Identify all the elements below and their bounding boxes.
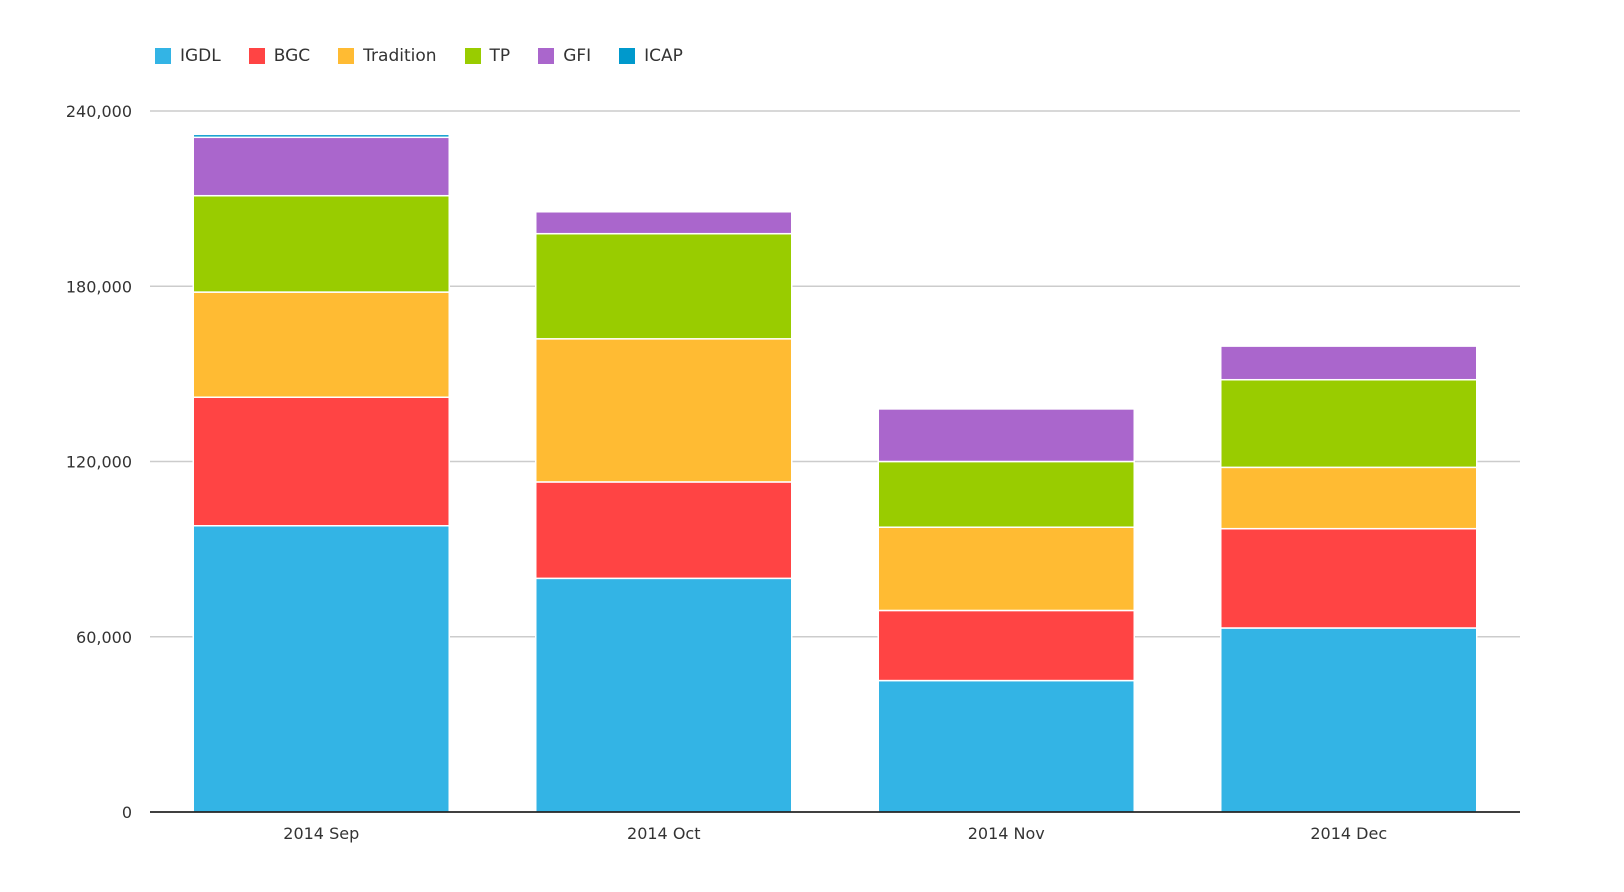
legend-swatch bbox=[464, 48, 481, 64]
y-tick-label: 240,000 bbox=[66, 102, 132, 121]
chart-legend: IGDL BGC Tradition TP GFI ICAP bbox=[155, 46, 711, 66]
legend-swatch bbox=[155, 48, 171, 64]
legend-item-gfi[interactable]: GFI bbox=[538, 46, 591, 66]
bar-segment-icap bbox=[192, 133, 450, 139]
x-tick-label: 2014 Oct bbox=[627, 824, 700, 843]
x-tick-label: 2014 Nov bbox=[968, 824, 1045, 843]
bar-segment-gfi bbox=[1220, 345, 1478, 381]
legend-label: ICAP bbox=[644, 46, 683, 66]
bar-segment-gfi bbox=[535, 211, 793, 235]
legend-item-tp[interactable]: TP bbox=[464, 46, 511, 66]
y-tick-label: 60,000 bbox=[76, 628, 132, 647]
bar-segment-bgc bbox=[877, 609, 1135, 682]
bar-segment-gfi bbox=[877, 408, 1135, 463]
legend-item-igdl[interactable]: IGDL bbox=[155, 46, 221, 66]
legend-label: BGC bbox=[273, 46, 311, 66]
legend-label: IGDL bbox=[180, 46, 221, 66]
bar-segment-bgc bbox=[535, 481, 793, 580]
legend-label: Tradition bbox=[363, 46, 437, 66]
bar-segment-tp bbox=[1220, 378, 1478, 469]
bar-segment-tradition bbox=[1220, 466, 1478, 530]
legend-swatch bbox=[538, 48, 555, 64]
legend-item-icap[interactable]: ICAP bbox=[619, 46, 683, 66]
bar-segment-bgc bbox=[1220, 527, 1478, 629]
bar-segment-tradition bbox=[535, 338, 793, 483]
legend-item-bgc[interactable]: BGC bbox=[248, 46, 311, 66]
legend-label: GFI bbox=[563, 46, 592, 66]
bar-segment-igdl bbox=[877, 679, 1135, 813]
bar-segment-tradition bbox=[877, 526, 1135, 612]
y-tick-label: 0 bbox=[122, 803, 132, 822]
y-tick-label: 180,000 bbox=[66, 277, 132, 296]
bar-segment-igdl bbox=[1220, 627, 1478, 813]
bar-segment-tp bbox=[192, 194, 450, 293]
bar-segment-tp bbox=[535, 232, 793, 340]
y-tick-label: 120,000 bbox=[66, 453, 132, 472]
x-tick-label: 2014 Dec bbox=[1310, 824, 1387, 843]
bar-segment-bgc bbox=[192, 396, 450, 527]
bar-segment-igdl bbox=[192, 525, 450, 813]
legend-item-tradition[interactable]: Tradition bbox=[338, 46, 437, 66]
legend-swatch bbox=[619, 48, 636, 64]
bar-segment-gfi bbox=[192, 136, 450, 197]
legend-swatch bbox=[338, 48, 355, 64]
legend-label: TP bbox=[489, 46, 511, 66]
bar-segment-igdl bbox=[535, 577, 793, 813]
x-tick-label: 2014 Sep bbox=[283, 824, 359, 843]
bar-segment-tp bbox=[877, 460, 1135, 528]
legend-swatch bbox=[248, 48, 265, 64]
bar-segment-tradition bbox=[192, 291, 450, 398]
